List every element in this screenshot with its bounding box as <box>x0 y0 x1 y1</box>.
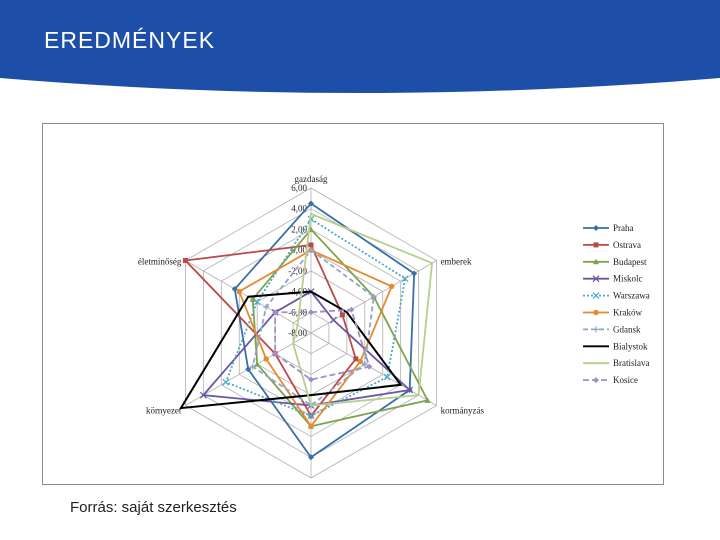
legend-label: Bialystok <box>613 341 648 351</box>
radar-chart: 6,00 4,00 2,00 0,00 -2,00 -4,00 -6,00 -8,00 gazd… <box>42 123 664 485</box>
radar-chart-svg: 6,00 4,00 2,00 0,00 -2,00 -4,00 -6,00 -8,00 gazd… <box>138 174 650 479</box>
legend-label: Warszawa <box>613 291 650 301</box>
legend-label: Budapest <box>613 257 647 267</box>
legend-label: Gdansk <box>613 324 641 334</box>
legend-label: Ostrava <box>613 240 641 250</box>
legend-marker <box>593 242 599 248</box>
legend-marker <box>592 292 600 300</box>
data-point <box>222 378 230 386</box>
tick-label: 4,00 <box>291 204 307 214</box>
legend-marker <box>593 309 599 316</box>
legend-marker <box>593 225 599 231</box>
header-band <box>0 0 720 93</box>
data-point <box>272 350 279 357</box>
legend-label: Bratislava <box>613 358 650 368</box>
data-point <box>389 283 395 290</box>
data-point <box>272 309 279 316</box>
series-line-bratislava <box>292 212 434 407</box>
data-point <box>308 242 314 248</box>
header-background <box>0 0 720 93</box>
data-point <box>383 373 391 381</box>
tick-label: 6,00 <box>291 183 307 193</box>
data-point <box>424 397 431 403</box>
series-line-bialystok <box>179 290 403 410</box>
series-line-ostrava <box>183 243 357 418</box>
data-point <box>231 285 238 292</box>
tick-label: -6,00 <box>288 307 307 317</box>
data-point <box>348 306 355 313</box>
data-point <box>308 423 314 429</box>
tick-label: -4,00 <box>288 287 307 297</box>
axis-label-2: kormányzás <box>441 406 485 416</box>
legend-label: Kraków <box>613 308 642 318</box>
legend-label: Miskolc <box>613 274 643 284</box>
tick-label: 2,00 <box>291 224 307 234</box>
data-point <box>339 312 345 318</box>
axis-label-5: életminőség <box>138 257 182 267</box>
axis-label-1: emberek <box>441 257 472 267</box>
data-point <box>245 366 252 373</box>
data-point <box>199 391 207 399</box>
data-point <box>329 316 337 324</box>
axis-label-0: gazdaság <box>295 174 328 184</box>
tick-label: -2,00 <box>288 266 307 276</box>
data-point <box>357 358 364 365</box>
grid-spoke <box>310 332 437 406</box>
data-point <box>236 288 242 295</box>
data-point <box>254 361 261 367</box>
data-point <box>366 363 373 370</box>
data-point <box>182 258 188 263</box>
axis-label-4: környezet <box>146 406 182 416</box>
legend-marker <box>593 377 599 384</box>
data-point <box>308 376 314 383</box>
data-point <box>401 275 409 283</box>
tick-label: 0,00 <box>291 245 307 255</box>
data-point <box>307 412 315 420</box>
data-point <box>253 298 261 306</box>
source-note: Forrás: saját szerkesztés <box>70 499 237 516</box>
legend-label: Kosice <box>613 375 638 385</box>
legend-marker <box>593 258 599 265</box>
legend-label: Praha <box>613 223 634 233</box>
data-point <box>263 356 269 362</box>
tick-label: -8,00 <box>288 328 307 338</box>
data-point <box>308 309 314 316</box>
legend-marker <box>592 275 600 283</box>
data-point <box>411 270 418 277</box>
data-point <box>308 454 314 461</box>
data-point <box>406 386 414 394</box>
slide-title: EREDMÉNYEK <box>44 27 216 53</box>
data-point <box>249 296 256 302</box>
data-point <box>308 200 314 207</box>
data-point <box>353 356 359 362</box>
